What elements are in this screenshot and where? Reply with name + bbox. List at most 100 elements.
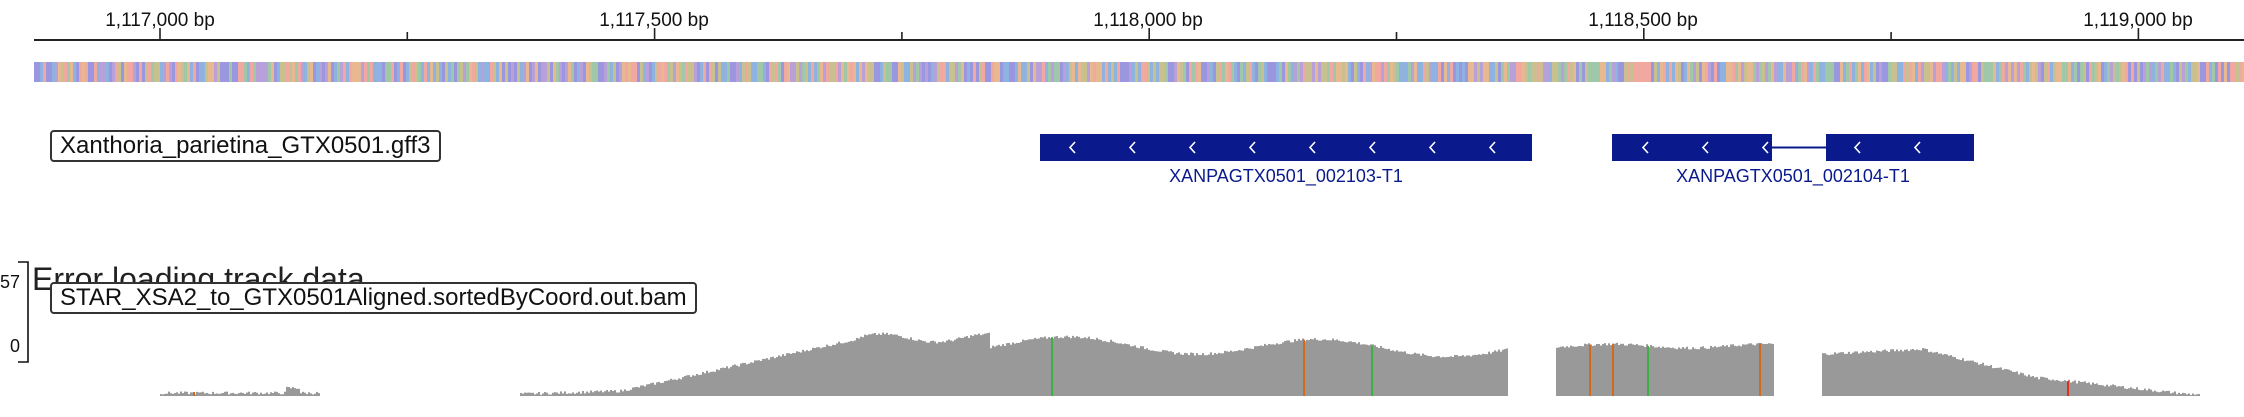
coordinate-ruler[interactable]: 1,117,000 bp 1,117,500 bp 1,118,000 bp 1… xyxy=(0,0,2244,44)
coverage-bin xyxy=(1726,345,1728,396)
coverage-bin xyxy=(2048,379,2050,396)
coverage-bin xyxy=(1172,352,1174,396)
coverage-bin xyxy=(1492,351,1494,396)
annotation-track-label[interactable]: Xanthoria_parietina_GTX0501.gff3 xyxy=(50,130,441,162)
sequence-base xyxy=(2224,62,2227,82)
sequence-base xyxy=(514,62,517,82)
sequence-base xyxy=(1183,62,1186,82)
coverage-bin xyxy=(968,337,970,396)
sequence-base xyxy=(2026,62,2029,82)
sequence-base xyxy=(1882,62,1885,82)
sequence-base xyxy=(103,62,106,82)
gene-features[interactable] xyxy=(0,120,2244,200)
sequence-base xyxy=(637,62,640,82)
coverage-bin xyxy=(2178,392,2180,396)
coverage-bin xyxy=(272,393,274,396)
strand-chevron xyxy=(1188,141,1196,154)
coverage-bin xyxy=(240,392,242,396)
coverage-bin xyxy=(1062,338,1064,396)
feature-name-label[interactable]: XANPAGTX0501_002103-T1 xyxy=(1169,166,1403,186)
coverage-bin xyxy=(1396,350,1398,396)
coverage-bin xyxy=(1194,355,1196,396)
sequence-base xyxy=(1816,62,1819,82)
sequence-base xyxy=(1744,62,1747,82)
coverage-bin xyxy=(1964,361,1966,396)
sequence-base xyxy=(136,62,139,82)
feature-002104-exon-2[interactable] xyxy=(1826,134,1974,161)
sequence-base xyxy=(1960,62,1963,82)
sequence-base xyxy=(1786,62,1789,82)
coverage-bin xyxy=(312,394,314,396)
coverage-bin xyxy=(2108,386,2110,396)
sequence-base xyxy=(682,62,685,82)
coverage-bin xyxy=(1692,347,1694,396)
coverage-bin xyxy=(842,343,844,396)
coverage-bin xyxy=(246,392,248,396)
coverage-bin xyxy=(270,392,272,396)
sequence-base xyxy=(55,62,58,82)
coverage-bin xyxy=(788,353,790,396)
coverage-bin xyxy=(938,341,940,396)
sequence-base xyxy=(427,62,430,82)
coverage-bin xyxy=(1166,350,1168,396)
sequence-base xyxy=(661,62,664,82)
coverage-bin xyxy=(948,339,950,396)
sequence-base xyxy=(1771,62,1774,82)
coverage-bin xyxy=(580,393,582,396)
coverage-bin xyxy=(1376,347,1378,396)
coverage-bin xyxy=(1506,348,1508,396)
sequence-base xyxy=(1093,62,1096,82)
coverage-bin xyxy=(628,390,630,396)
coverage-bin xyxy=(540,394,542,396)
snp-markers xyxy=(193,337,2069,396)
sequence-base xyxy=(1543,62,1546,82)
coverage-bin xyxy=(1058,338,1060,396)
coverage-bin xyxy=(1738,345,1740,396)
coverage-bin xyxy=(1954,356,1956,396)
coverage-bin xyxy=(1996,367,1998,396)
feature-name-label[interactable]: XANPAGTX0501_002104-T1 xyxy=(1676,166,1910,186)
strand-chevron xyxy=(1853,141,1861,154)
feature-002103-exon[interactable] xyxy=(1040,134,1532,161)
coverage-bin xyxy=(684,375,686,396)
coverage-bin xyxy=(864,334,866,396)
sequence-base xyxy=(1576,62,1579,82)
sequence-base xyxy=(1033,62,1036,82)
sequence-base xyxy=(1027,62,1030,82)
sequence-base xyxy=(538,62,541,82)
sequence-base xyxy=(2113,62,2116,82)
alignment-track-label[interactable]: STAR_XSA2_to_GTX0501Aligned.sortedByCoor… xyxy=(50,282,697,314)
coverage-bin xyxy=(1580,346,1582,396)
sequence-base xyxy=(277,62,280,82)
coverage-bin xyxy=(2064,380,2066,396)
coverage-bin xyxy=(1056,336,1058,396)
sequence-base xyxy=(1906,62,1909,82)
coverage-plot[interactable] xyxy=(0,258,2244,412)
sequence-base xyxy=(193,62,196,82)
sequence-base xyxy=(1489,62,1492,82)
coverage-bin xyxy=(538,391,540,396)
coverage-bin xyxy=(922,340,924,396)
sequence-base xyxy=(1555,62,1558,82)
feature-002104-exon-1[interactable] xyxy=(1612,134,1772,161)
coverage-bin xyxy=(852,341,854,396)
coverage-bin xyxy=(1598,343,1600,396)
coverage-bin xyxy=(1380,345,1382,396)
sequence-base xyxy=(1234,62,1237,82)
coverage-bin xyxy=(2094,383,2096,396)
alignment-track[interactable]: 57 0 Error loading track data STAR_XSA2_… xyxy=(0,258,2244,412)
sequence-base xyxy=(568,62,571,82)
coverage-bin xyxy=(1958,359,1960,396)
annotation-track[interactable]: Xanthoria_parietina_GTX0501.gff3 XANPAGT… xyxy=(0,120,2244,200)
coverage-bin xyxy=(1894,351,1896,396)
sequence-base xyxy=(1585,62,1588,82)
sequence-base xyxy=(1603,62,1606,82)
coverage-bin xyxy=(902,337,904,396)
coverage-bin xyxy=(306,394,308,396)
sequence-base xyxy=(1825,62,1828,82)
coverage-bin xyxy=(2034,377,2036,396)
coverage-bin xyxy=(662,382,664,396)
coverage-bin xyxy=(1578,345,1580,396)
coverage-bin xyxy=(644,386,646,396)
sequence-base xyxy=(1009,62,1012,82)
